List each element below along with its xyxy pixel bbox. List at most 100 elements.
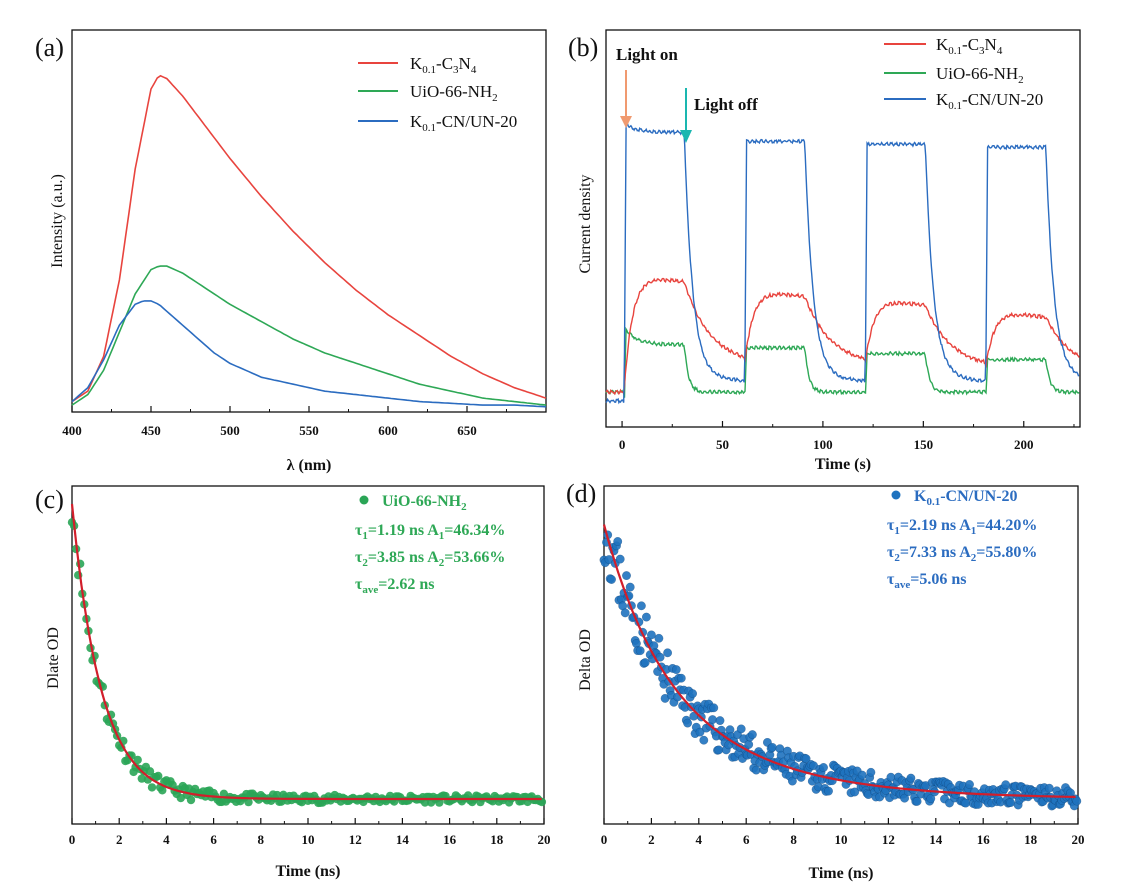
panel-c-data-point xyxy=(244,797,253,807)
panel-c-data-point xyxy=(273,790,282,800)
panel-c-data-point xyxy=(154,771,163,781)
panel-d-data-point xyxy=(620,608,630,618)
panel-b-xtick-label: 100 xyxy=(813,437,833,452)
panel-d-xlabel: Time (ns) xyxy=(808,865,873,882)
panel-d-data-point xyxy=(906,773,916,783)
panel-d-xtick-label: 18 xyxy=(1024,832,1038,847)
panel-b-legend: K0.1-C3N4 UiO-66-NH2 K0.1-CN/UN-20 xyxy=(884,35,1043,112)
panel-d-xtick-label: 10 xyxy=(835,832,848,847)
panel-d-data-point xyxy=(642,612,651,622)
panel-d-annotation-line: τave=5.06 ns xyxy=(887,571,967,591)
panel-a-xtick-label: 650 xyxy=(457,423,477,438)
panel-d-data-point xyxy=(900,793,909,803)
panel-c-xtick-label: 10 xyxy=(302,832,315,847)
panel-c-ticks: 0 2 4 6 8 10 12 14 16 18 20 xyxy=(69,818,551,847)
panel-c-legend-marker xyxy=(359,495,369,505)
panel-c-data-point xyxy=(147,783,157,792)
panel-d-xtick-label: 14 xyxy=(929,832,943,847)
panel-d-data-point xyxy=(850,787,860,797)
panel-d-data-point xyxy=(615,554,625,564)
panel-c-xtick-label: 20 xyxy=(538,832,551,847)
panel-a-legend-label: UiO-66-NH2 xyxy=(410,82,498,104)
panel-d-data-point xyxy=(671,665,681,674)
panel-a-legend-label: K0.1-C3N4 xyxy=(410,54,477,76)
panel-d-legend-label: K0.1-CN/UN-20 xyxy=(914,488,1018,508)
panel-a-legend: K0.1-C3N4 UiO-66-NH2 K0.1-CN/UN-20 xyxy=(358,54,517,134)
panel-d-data-point xyxy=(1001,780,1011,790)
panel-d-data-point xyxy=(607,575,616,584)
panel-d-data-point xyxy=(744,740,754,749)
panel-b-xlabel: Time (s) xyxy=(815,456,871,473)
panel-c-fit-curve xyxy=(70,503,542,801)
panel-a-ylabel: Intensity (a.u.) xyxy=(49,174,66,268)
panel-a-xtick-label: 600 xyxy=(378,423,398,438)
panel-a-label: (a) xyxy=(35,33,64,62)
panel-a-series xyxy=(71,74,547,408)
panel-c-xtick-label: 0 xyxy=(69,832,76,847)
panel-d-data-point xyxy=(714,745,724,755)
panel-d-fit xyxy=(602,524,1076,799)
light-on-arrowhead xyxy=(620,116,632,128)
panel-c-ylabel: Dlate OD xyxy=(45,627,62,689)
panel-b-series-line xyxy=(605,121,1080,405)
panel-c-label: (c) xyxy=(35,485,64,514)
panel-c-xtick-label: 6 xyxy=(210,832,217,847)
panel-d-xtick-label: 0 xyxy=(601,832,608,847)
panel-d-data-point xyxy=(965,780,974,789)
light-on-label: Light on xyxy=(616,45,678,64)
panel-d-data-point xyxy=(1006,798,1015,807)
panel-d-data-point xyxy=(635,646,645,656)
panel-a-xtick-label: 550 xyxy=(299,423,319,438)
panel-b-xtick-label: 150 xyxy=(914,437,934,452)
panel-d-data-point xyxy=(1072,796,1082,806)
panel-a-series-line xyxy=(71,74,547,403)
panel-a-xlabel: λ (nm) xyxy=(287,457,332,474)
panel-b-xtick-label: 0 xyxy=(619,437,626,452)
panel-d-scatter xyxy=(599,530,1082,811)
panel-d-data-point xyxy=(912,797,922,806)
panel-a-series-line xyxy=(71,265,547,406)
panel-d-data-point xyxy=(819,763,828,772)
panel-d-data-point xyxy=(801,754,811,764)
panel-d-annotation-line: τ2=7.33 ns A2=55.80% xyxy=(887,544,1037,564)
panel-d-data-point xyxy=(647,630,656,640)
panel-d-data-point xyxy=(715,716,725,725)
panel-d-xtick-label: 6 xyxy=(743,832,750,847)
panel-d-data-point xyxy=(709,703,719,713)
panel-d-xtick-label: 4 xyxy=(696,832,703,847)
panel-c-fit xyxy=(70,503,542,801)
panel-d-data-point xyxy=(625,582,635,592)
panel-b-annotations: Light on Light off xyxy=(616,45,758,143)
panel-c-xtick-label: 8 xyxy=(258,832,265,847)
panel-d-data-point xyxy=(857,770,867,780)
panel-d-data-point xyxy=(695,727,705,737)
panel-b-legend-label: K0.1-CN/UN-20 xyxy=(936,90,1043,112)
panel-d-data-point xyxy=(613,537,623,546)
panel-a-series-line xyxy=(71,300,547,408)
panel-d-annotation: K0.1-CN/UN-20 τ1=2.19 ns A1=44.20% τ2=7.33… xyxy=(887,488,1037,591)
panel-c-xtick-label: 16 xyxy=(443,832,457,847)
panel-c-annotation-line: τ1=1.19 ns A1=46.34% xyxy=(355,522,505,542)
panel-d-data-point xyxy=(1044,783,1054,793)
panel-c-data-point xyxy=(158,786,167,795)
panel-c-xtick-label: 18 xyxy=(490,832,504,847)
panel-d-data-point xyxy=(699,735,709,745)
panel-c-xtick-label: 12 xyxy=(349,832,362,847)
light-off-arrowhead xyxy=(680,130,692,143)
panel-d-data-point xyxy=(688,689,697,698)
panel-d-annotation-line: τ1=2.19 ns A1=44.20% xyxy=(887,517,1037,537)
panel-a-xtick-label: 400 xyxy=(62,423,82,438)
panel-d-fit-curve xyxy=(602,524,1076,799)
panel-d-xtick-label: 12 xyxy=(882,832,895,847)
panel-d-data-point xyxy=(683,718,692,728)
panel-d-data-point xyxy=(663,648,672,658)
panel-d-ylabel: Delta OD xyxy=(577,629,594,691)
panel-c-data-point xyxy=(145,767,155,776)
panel-d-data-point xyxy=(637,601,646,611)
panel-c: (c) 0 2 4 6 8 10 12 14 16 18 20 Dlate OD Time (ns)… xyxy=(35,485,551,880)
panel-c-annotation: UiO-66-NH2 τ1=1.19 ns A1=46.34% τ2=3.85 ns… xyxy=(355,493,505,596)
panel-b-legend-label: K0.1-C3N4 xyxy=(936,35,1003,57)
panel-d-data-point xyxy=(622,571,631,580)
panel-d-data-point xyxy=(751,765,761,775)
